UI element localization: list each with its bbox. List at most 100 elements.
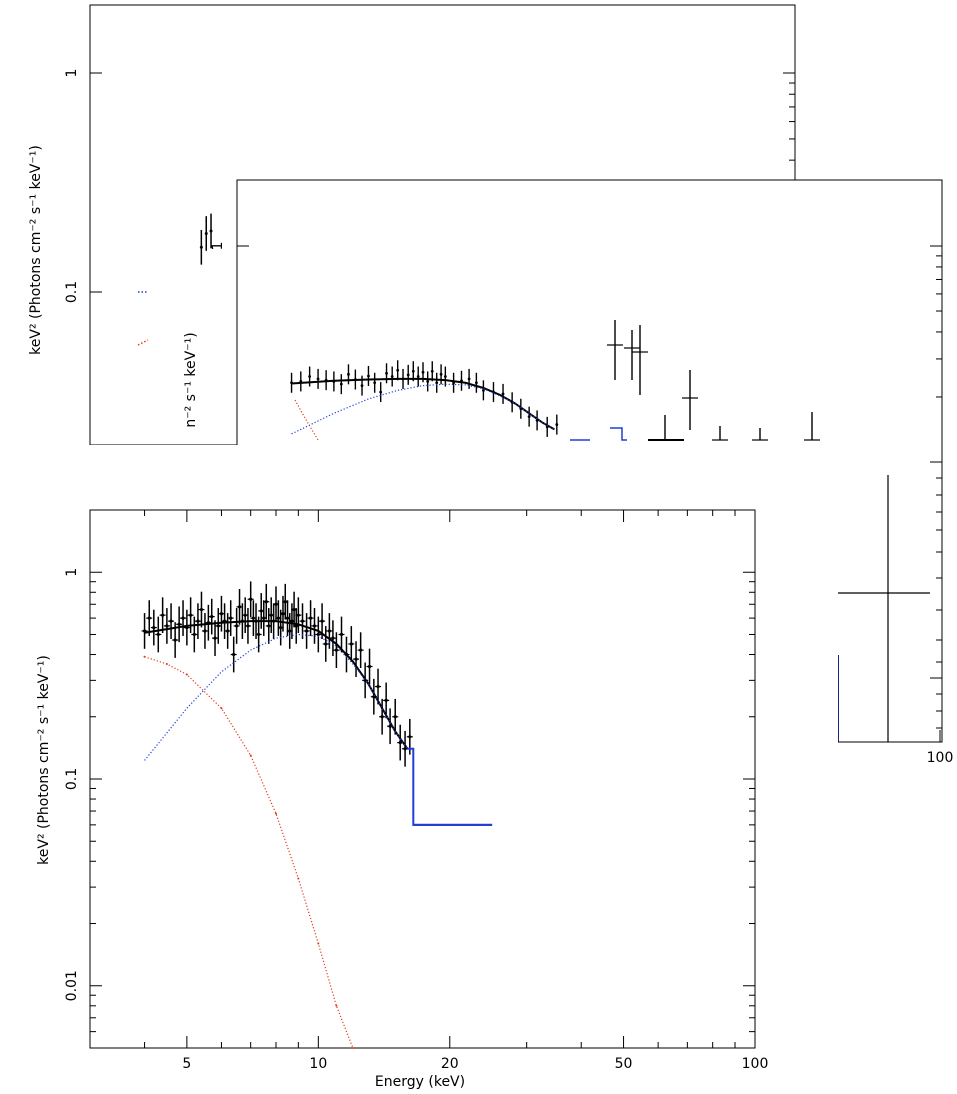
data-point (169, 619, 173, 623)
blue-component-step (407, 747, 493, 826)
data-point (380, 715, 384, 719)
y-tick-label: 1 (64, 568, 80, 577)
data-point (196, 619, 200, 623)
data-point (354, 657, 358, 661)
blue-component-line (144, 633, 408, 761)
data-point (308, 616, 313, 620)
data-point (327, 629, 331, 633)
data-point (334, 648, 339, 652)
data-point (216, 624, 220, 628)
data-point (189, 613, 193, 617)
front-panel-bg (0, 445, 838, 1094)
data-point (408, 735, 412, 739)
data-point (359, 648, 363, 652)
data-point (300, 619, 305, 623)
total-model-line (144, 620, 409, 750)
middle-data-point (316, 377, 320, 381)
middle-data-point (406, 373, 410, 377)
middle-data-point (435, 381, 439, 385)
y-tick-label: 0.01 (64, 970, 80, 1001)
data-point (173, 638, 177, 642)
data-point (147, 616, 151, 620)
data-point (316, 632, 320, 637)
data-point (281, 612, 285, 616)
middle-data-point (373, 381, 377, 385)
data-point (213, 636, 217, 640)
middle-data-point (367, 374, 370, 378)
data-point (296, 613, 300, 617)
data-point (274, 602, 278, 606)
data-point (165, 624, 169, 628)
data-point (262, 616, 266, 620)
data-point (237, 605, 242, 609)
middle-data-point (439, 372, 443, 376)
x-tick-label: 50 (615, 1056, 633, 1072)
data-point (232, 652, 236, 657)
data-point (246, 624, 250, 628)
x-tick-label: 5 (182, 1056, 191, 1072)
middle-data-point (339, 382, 343, 386)
middle-data-point (385, 371, 388, 375)
data-point (267, 624, 271, 628)
middle-red-component (294, 399, 319, 441)
middle-data-point (474, 381, 478, 385)
data-point (203, 629, 207, 633)
front-series (141, 581, 493, 1049)
data-point (384, 698, 388, 702)
middle-data-point (347, 372, 350, 376)
data-point (304, 629, 309, 633)
x-tick-label: 10 (309, 1056, 327, 1072)
middle-data-point (360, 384, 364, 388)
middle-x-ticks: 100 (927, 730, 953, 766)
front-panel-xlabel: Energy (keV) (375, 1074, 465, 1090)
data-point (249, 597, 253, 601)
middle-data-point (527, 415, 531, 419)
red-component-point (335, 1004, 338, 1007)
data-point (251, 616, 255, 620)
middle-data-point (308, 375, 312, 378)
data-point (285, 616, 290, 620)
middle-y-ticks: 1 (210, 242, 942, 729)
data-point (312, 624, 317, 628)
data-point (243, 613, 247, 617)
middle-data-point (426, 380, 430, 383)
middle-data-point (467, 377, 471, 381)
data-point (199, 607, 204, 612)
back-y-tick-label: 0.1 (64, 281, 80, 303)
red-component-point (351, 1047, 354, 1049)
data-point (349, 642, 353, 646)
back-panel-ylabel: keV² (Photons cm⁻² s⁻¹ keV⁻¹) (28, 145, 44, 355)
data-point (288, 629, 292, 633)
data-point (324, 642, 328, 646)
middle-data-point (396, 368, 400, 372)
front-x-ticks: 5 10 20 50 100 (89, 510, 768, 1072)
data-point (219, 612, 224, 616)
data-point (290, 619, 294, 623)
data-point (156, 632, 160, 637)
y-tick-label: 0.1 (64, 768, 80, 790)
data-point (320, 619, 324, 623)
data-point (376, 684, 380, 689)
data-point (161, 613, 165, 617)
data-point (292, 607, 296, 612)
data-point (181, 616, 185, 620)
front-panel: keV² (Photons cm⁻² s⁻¹ keV⁻¹) Energy (ke… (0, 445, 838, 1094)
data-point (177, 622, 181, 626)
data-point (276, 616, 280, 620)
data-point (192, 632, 196, 637)
data-point (229, 616, 233, 620)
middle-data-point (390, 375, 394, 378)
back-y-tick-label: 1 (64, 69, 80, 78)
middle-marks (290, 320, 942, 743)
data-point (257, 632, 261, 637)
back-data-point (204, 231, 208, 235)
data-point (393, 715, 397, 719)
data-point (235, 624, 239, 628)
middle-blue-component (291, 383, 555, 435)
front-panel-ylabel: keV² (Photons cm⁻² s⁻¹ keV⁻¹) (36, 655, 52, 865)
middle-data-point (379, 390, 383, 394)
data-point (264, 600, 268, 604)
data-point (259, 609, 263, 613)
middle-data-point (416, 375, 420, 378)
